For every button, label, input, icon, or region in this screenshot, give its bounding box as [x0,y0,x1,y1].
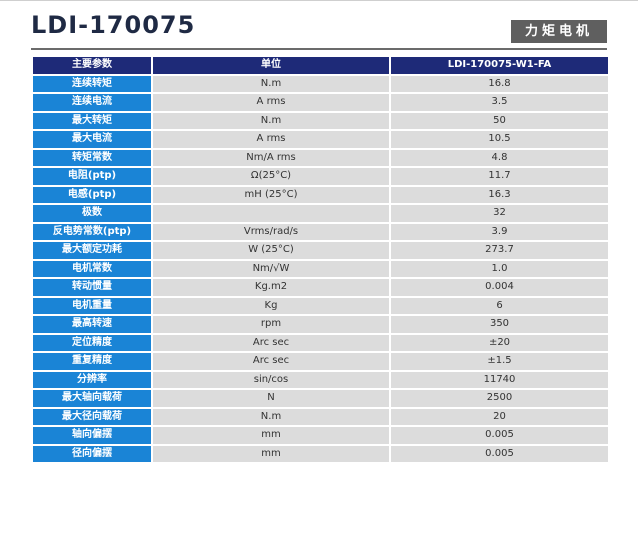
table-row: 转动惯量 Kg.m2 0.004 [33,279,608,296]
table-row: 最大电流 A rms 10.5 [33,131,608,148]
table-row: 极数 32 [33,205,608,222]
value-cell: 4.8 [391,149,608,166]
column-header-param: 主要参数 [33,57,151,74]
table-header-row: 主要参数 单位 LDI-170075-W1-FA [33,57,608,74]
unit-cell: W (25°C) [153,242,389,259]
value-cell: 11.7 [391,168,608,185]
table-row: 连续电流 A rms 3.5 [33,94,608,111]
param-cell: 转矩常数 [33,149,151,166]
param-cell: 最大径向载荷 [33,408,151,425]
value-cell: 1.0 [391,260,608,277]
spec-table-body: 连续转矩 N.m 16.8 连续电流 A rms 3.5 最大转矩 N.m 50 最大电流 A rm… [33,75,608,462]
table-row: 重复精度 Arc sec ±1.5 [33,353,608,370]
param-cell: 连续电流 [33,94,151,111]
table-row: 轴向偏摆 mm 0.005 [33,427,608,444]
value-cell: 3.5 [391,94,608,111]
value-cell: 20 [391,408,608,425]
table-row: 最大径向载荷 N.m 20 [33,408,608,425]
table-row: 最大转矩 N.m 50 [33,112,608,129]
param-cell: 最大轴向载荷 [33,390,151,407]
table-row: 最高转速 rpm 350 [33,316,608,333]
table-row: 最大轴向载荷 N 2500 [33,390,608,407]
value-cell: 16.3 [391,186,608,203]
value-cell: 10.5 [391,131,608,148]
unit-cell: Kg [153,297,389,314]
unit-cell: mm [153,445,389,462]
param-cell: 反电势常数(ptp) [33,223,151,240]
page-title: LDI-170075 [31,11,196,39]
value-cell: 0.005 [391,427,608,444]
param-cell: 最高转速 [33,316,151,333]
param-cell: 重复精度 [33,353,151,370]
unit-cell: Vrms/rad/s [153,223,389,240]
spec-table: 主要参数 单位 LDI-170075-W1-FA 连续转矩 N.m 16.8 连续电流… [31,55,610,464]
param-cell: 最大电流 [33,131,151,148]
table-row: 最大额定功耗 W (25°C) 273.7 [33,242,608,259]
unit-cell: Nm/A rms [153,149,389,166]
unit-cell: mm [153,427,389,444]
value-cell: 16.8 [391,75,608,92]
value-cell: 11740 [391,371,608,388]
unit-cell: sin/cos [153,371,389,388]
unit-cell: N.m [153,75,389,92]
value-cell: 0.004 [391,279,608,296]
unit-cell: mH (25°C) [153,186,389,203]
unit-cell [153,205,389,222]
unit-cell: Kg.m2 [153,279,389,296]
param-cell: 极数 [33,205,151,222]
param-cell: 分辨率 [33,371,151,388]
param-cell: 转动惯量 [33,279,151,296]
table-row: 连续转矩 N.m 16.8 [33,75,608,92]
table-row: 反电势常数(ptp) Vrms/rad/s 3.9 [33,223,608,240]
value-cell: 2500 [391,390,608,407]
table-row: 电机重量 Kg 6 [33,297,608,314]
value-cell: ±1.5 [391,353,608,370]
unit-cell: Nm/√W [153,260,389,277]
category-badge: 力矩电机 [511,20,607,43]
value-cell: 50 [391,112,608,129]
column-header-unit: 单位 [153,57,389,74]
param-cell: 定位精度 [33,334,151,351]
value-cell: 32 [391,205,608,222]
param-cell: 最大额定功耗 [33,242,151,259]
table-row: 电阻(ptp) Ω(25°C) 11.7 [33,168,608,185]
unit-cell: N.m [153,408,389,425]
title-divider [31,48,607,50]
param-cell: 电机常数 [33,260,151,277]
unit-cell: A rms [153,94,389,111]
value-cell: 6 [391,297,608,314]
table-row: 定位精度 Arc sec ±20 [33,334,608,351]
param-cell: 最大转矩 [33,112,151,129]
param-cell: 电感(ptp) [33,186,151,203]
column-header-model: LDI-170075-W1-FA [391,57,608,74]
param-cell: 轴向偏摆 [33,427,151,444]
table-row: 电机常数 Nm/√W 1.0 [33,260,608,277]
value-cell: 3.9 [391,223,608,240]
table-row: 径向偏摆 mm 0.005 [33,445,608,462]
value-cell: 273.7 [391,242,608,259]
unit-cell: rpm [153,316,389,333]
unit-cell: Arc sec [153,334,389,351]
value-cell: 0.005 [391,445,608,462]
table-row: 分辨率 sin/cos 11740 [33,371,608,388]
value-cell: ±20 [391,334,608,351]
table-row: 电感(ptp) mH (25°C) 16.3 [33,186,608,203]
value-cell: 350 [391,316,608,333]
unit-cell: Arc sec [153,353,389,370]
unit-cell: N.m [153,112,389,129]
unit-cell: A rms [153,131,389,148]
param-cell: 连续转矩 [33,75,151,92]
table-row: 转矩常数 Nm/A rms 4.8 [33,149,608,166]
unit-cell: Ω(25°C) [153,168,389,185]
param-cell: 电阻(ptp) [33,168,151,185]
unit-cell: N [153,390,389,407]
param-cell: 径向偏摆 [33,445,151,462]
top-border [0,0,638,1]
param-cell: 电机重量 [33,297,151,314]
